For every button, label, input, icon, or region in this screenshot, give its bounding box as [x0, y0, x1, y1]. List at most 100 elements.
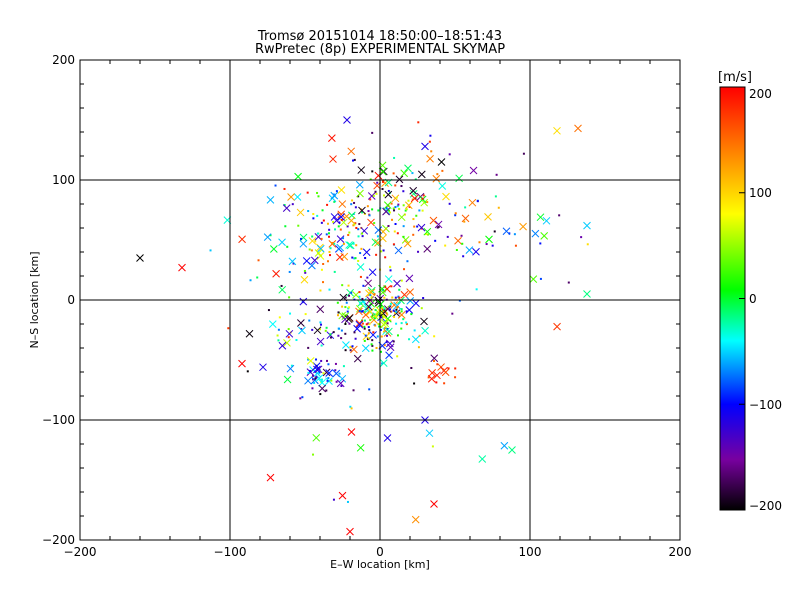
- data-point: [340, 337, 343, 340]
- data-point: [367, 322, 370, 325]
- data-point-cross: [355, 319, 364, 328]
- data-point-cross: [465, 246, 474, 254]
- data-point: [283, 204, 286, 207]
- data-point-cross: [553, 126, 561, 135]
- data-point: [353, 201, 356, 204]
- data-point: [369, 178, 372, 181]
- data-point: [357, 235, 360, 238]
- data-point: [382, 180, 385, 183]
- data-point: [348, 231, 351, 234]
- data-point: [391, 296, 394, 299]
- data-point: [353, 223, 356, 226]
- data-point-cross: [316, 337, 325, 346]
- data-point-cross: [342, 341, 350, 349]
- data-point-cross: [299, 239, 308, 248]
- data-point-cross: [395, 175, 404, 184]
- data-point: [394, 223, 397, 226]
- y-tick-label-minus100: −100: [42, 413, 75, 427]
- data-point: [514, 244, 517, 247]
- data-point: [435, 381, 438, 384]
- data-point: [379, 350, 382, 353]
- data-point: [364, 334, 367, 337]
- colorbar-tick-100: 100: [749, 186, 772, 200]
- data-point: [333, 200, 336, 203]
- data-point-cross: [314, 365, 323, 374]
- axis-ticks: [79, 59, 681, 541]
- data-point-cross: [434, 220, 443, 229]
- data-point-cross: [430, 500, 438, 508]
- data-point: [358, 295, 361, 298]
- data-point: [320, 344, 323, 347]
- data-point: [406, 260, 409, 263]
- data-point-cross: [336, 253, 344, 262]
- data-point-cross: [316, 244, 325, 253]
- data-point: [304, 313, 307, 316]
- data-point: [312, 453, 315, 456]
- data-point: [373, 313, 376, 316]
- data-point-cross: [352, 291, 360, 299]
- data-point: [320, 268, 323, 271]
- data-point: [400, 322, 403, 325]
- data-point: [322, 263, 325, 266]
- data-point: [418, 334, 421, 337]
- data-point: [341, 284, 344, 287]
- data-point: [362, 284, 365, 287]
- data-point-cross: [278, 341, 287, 350]
- data-point-cross: [379, 167, 388, 176]
- data-point-cross: [454, 236, 462, 245]
- data-point-cross: [383, 434, 392, 442]
- data-point: [325, 233, 328, 236]
- data-point: [350, 203, 353, 206]
- data-point: [400, 185, 403, 188]
- data-point-cross: [361, 344, 370, 353]
- data-point: [417, 250, 420, 253]
- data-point: [249, 279, 252, 282]
- data-point: [373, 293, 376, 296]
- y-tick-label-200: 200: [52, 53, 75, 67]
- data-point: [383, 327, 386, 330]
- data-point-cross: [313, 326, 322, 335]
- data-point: [333, 270, 336, 273]
- data-point: [341, 305, 344, 308]
- data-point: [352, 389, 355, 392]
- data-point-cross: [344, 315, 353, 324]
- data-point: [394, 184, 397, 187]
- data-point: [319, 321, 322, 324]
- data-point: [443, 382, 446, 385]
- data-point-cross: [367, 192, 376, 200]
- data-point: [383, 194, 386, 197]
- data-point-cross: [285, 329, 294, 338]
- data-point: [476, 200, 479, 203]
- data-point: [420, 227, 423, 230]
- data-point: [306, 191, 309, 194]
- data-point: [334, 369, 337, 372]
- data-point-cross: [405, 306, 414, 314]
- data-point: [491, 244, 494, 247]
- data-point: [374, 315, 377, 318]
- data-point: [475, 288, 478, 291]
- x-tick-label-0: 0: [376, 545, 384, 559]
- data-point: [364, 257, 367, 260]
- data-point: [336, 301, 339, 304]
- data-point: [485, 243, 488, 246]
- data-point: [412, 218, 415, 221]
- data-point: [382, 249, 385, 252]
- data-point: [344, 332, 347, 335]
- data-point: [441, 169, 444, 172]
- data-point: [327, 377, 330, 380]
- data-point: [315, 358, 318, 361]
- data-point-cross: [357, 166, 366, 174]
- data-point: [378, 325, 381, 328]
- data-point: [369, 198, 372, 201]
- data-point: [404, 209, 407, 212]
- data-point-cross: [337, 213, 346, 221]
- data-point: [493, 230, 496, 233]
- data-point-cross: [417, 223, 426, 232]
- data-point: [586, 243, 589, 246]
- data-point: [353, 257, 356, 260]
- data-point: [363, 339, 366, 342]
- data-point: [246, 370, 249, 373]
- data-point: [422, 194, 425, 197]
- data-point: [433, 335, 436, 338]
- data-point-cross: [406, 297, 415, 305]
